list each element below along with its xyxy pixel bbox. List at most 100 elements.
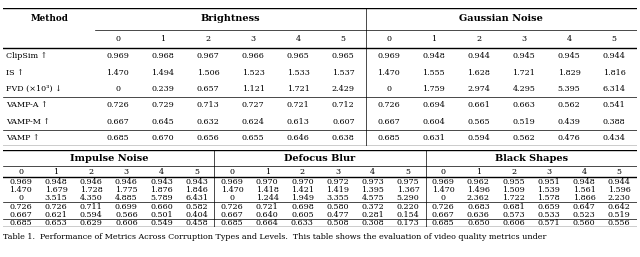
Text: 5: 5: [341, 35, 346, 43]
Text: 1.721: 1.721: [287, 85, 310, 93]
Text: 4.575: 4.575: [362, 194, 384, 202]
Text: Black Shapes: Black Shapes: [495, 153, 568, 163]
Text: 1: 1: [264, 168, 270, 176]
Text: 0.621: 0.621: [45, 211, 67, 219]
Text: 0.683: 0.683: [467, 203, 490, 210]
Text: 5.290: 5.290: [397, 194, 419, 202]
Text: 0.670: 0.670: [152, 134, 174, 142]
Text: 0.638: 0.638: [332, 134, 355, 142]
Text: 0.698: 0.698: [291, 203, 314, 210]
Text: 0.281: 0.281: [362, 211, 384, 219]
Text: 0.647: 0.647: [573, 203, 595, 210]
Text: 6.431: 6.431: [186, 194, 208, 202]
Text: 0.721: 0.721: [256, 203, 278, 210]
Text: 0.968: 0.968: [152, 52, 174, 60]
Text: 2.230: 2.230: [608, 194, 630, 202]
Text: 3: 3: [335, 168, 340, 176]
Text: 1.679: 1.679: [45, 186, 67, 194]
Text: 0.711: 0.711: [80, 203, 102, 210]
Text: IS ↑: IS ↑: [6, 69, 24, 77]
Text: 1.539: 1.539: [538, 186, 560, 194]
Text: 1.523: 1.523: [242, 69, 264, 77]
Text: 0.726: 0.726: [377, 102, 400, 109]
Text: 1.470: 1.470: [106, 69, 129, 77]
Text: 1.628: 1.628: [467, 69, 490, 77]
Text: 0.573: 0.573: [502, 211, 525, 219]
Text: 1.419: 1.419: [326, 186, 349, 194]
Text: 2: 2: [476, 35, 481, 43]
Text: 0.556: 0.556: [608, 219, 630, 227]
Text: 0.594: 0.594: [467, 134, 490, 142]
Text: Table 1.  Performance of Metrics Across Corruption Types and Levels.  This table: Table 1. Performance of Metrics Across C…: [3, 233, 547, 241]
Text: 0.519: 0.519: [608, 211, 630, 219]
Text: 5: 5: [612, 35, 617, 43]
Text: 0.476: 0.476: [557, 134, 580, 142]
Text: 0.944: 0.944: [608, 178, 630, 186]
Text: 0.685: 0.685: [10, 219, 32, 227]
Text: 0.388: 0.388: [603, 118, 625, 126]
Text: 1: 1: [53, 168, 59, 176]
Text: 1.418: 1.418: [256, 186, 278, 194]
Text: 4: 4: [370, 168, 376, 176]
Text: 0.594: 0.594: [80, 211, 102, 219]
Text: 0.636: 0.636: [467, 211, 490, 219]
Text: 0: 0: [441, 168, 445, 176]
Text: 0.404: 0.404: [186, 211, 208, 219]
Text: 1: 1: [431, 35, 436, 43]
Text: 1.759: 1.759: [422, 85, 445, 93]
Text: 0.948: 0.948: [45, 178, 67, 186]
Text: 0.606: 0.606: [115, 219, 138, 227]
Text: 1.876: 1.876: [150, 186, 173, 194]
Text: 0.632: 0.632: [196, 118, 220, 126]
Text: 0: 0: [115, 35, 120, 43]
Text: 0: 0: [386, 35, 391, 43]
Text: 0.967: 0.967: [196, 52, 220, 60]
Text: 0.946: 0.946: [115, 178, 138, 186]
Text: 1.561: 1.561: [573, 186, 595, 194]
Text: 2: 2: [205, 35, 211, 43]
Text: 0: 0: [230, 168, 234, 176]
Text: 1.509: 1.509: [502, 186, 525, 194]
Text: 0.729: 0.729: [152, 102, 174, 109]
Text: 1.866: 1.866: [573, 194, 595, 202]
Text: 0.713: 0.713: [196, 102, 220, 109]
Text: 5: 5: [195, 168, 199, 176]
Text: 0: 0: [441, 194, 445, 202]
Text: 0.660: 0.660: [150, 203, 173, 210]
Text: 0.606: 0.606: [502, 219, 525, 227]
Text: 3: 3: [250, 35, 255, 43]
Text: 0.685: 0.685: [221, 219, 243, 227]
Text: 0.220: 0.220: [397, 203, 419, 210]
Text: VAMP-M ↑: VAMP-M ↑: [6, 118, 51, 126]
Text: 0.640: 0.640: [256, 211, 278, 219]
Text: 0.969: 0.969: [106, 52, 129, 60]
Text: 4: 4: [296, 35, 301, 43]
Text: 1.721: 1.721: [513, 69, 536, 77]
Text: 0.727: 0.727: [242, 102, 264, 109]
Text: 0.945: 0.945: [513, 52, 535, 60]
Text: 0.501: 0.501: [150, 211, 173, 219]
Text: 0.523: 0.523: [573, 211, 595, 219]
Text: 0.633: 0.633: [291, 219, 314, 227]
Text: 0.646: 0.646: [287, 134, 310, 142]
Text: 1: 1: [160, 35, 165, 43]
Text: 0.604: 0.604: [422, 118, 445, 126]
Text: 0.653: 0.653: [45, 219, 67, 227]
Text: 1.494: 1.494: [151, 69, 174, 77]
Text: 0.661: 0.661: [467, 102, 490, 109]
Text: 0.239: 0.239: [151, 85, 174, 93]
Text: 0.681: 0.681: [502, 203, 525, 210]
Text: 0.975: 0.975: [397, 178, 419, 186]
Text: 0.948: 0.948: [573, 178, 595, 186]
Text: 0.969: 0.969: [377, 52, 400, 60]
Text: VAMP-A ↑: VAMP-A ↑: [6, 102, 48, 109]
Text: 2: 2: [88, 168, 94, 176]
Text: 4.295: 4.295: [513, 85, 536, 93]
Text: 2: 2: [300, 168, 305, 176]
Text: 0.656: 0.656: [196, 134, 220, 142]
Text: 0.726: 0.726: [45, 203, 67, 210]
Text: 0.434: 0.434: [603, 134, 626, 142]
Text: 0.508: 0.508: [326, 219, 349, 227]
Text: 0.948: 0.948: [422, 52, 445, 60]
Text: 0.945: 0.945: [557, 52, 580, 60]
